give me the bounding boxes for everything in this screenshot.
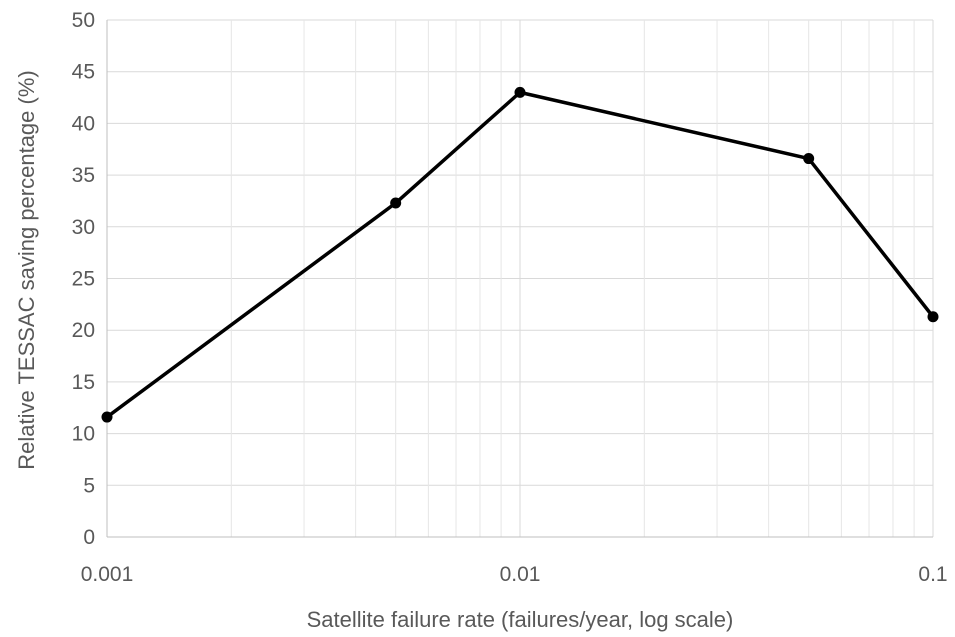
- x-axis-title: Satellite failure rate (failures/year, l…: [307, 607, 734, 632]
- y-tick-label: 45: [72, 61, 95, 84]
- y-tick-label: 40: [72, 112, 95, 135]
- y-axis-tick-labels: 0 5 10 15 20 25 30 35 40 45 50: [72, 9, 95, 549]
- data-point: [514, 86, 526, 98]
- x-tick-label: 0.01: [500, 563, 541, 586]
- y-tick-label: 35: [72, 164, 95, 187]
- axes: [106, 20, 933, 538]
- x-tick-label: 0.1: [918, 563, 947, 586]
- gridlines: [106, 19, 934, 537]
- y-tick-label: 10: [72, 423, 95, 446]
- data-point: [803, 153, 815, 165]
- y-tick-label: 30: [72, 216, 95, 239]
- y-tick-label: 50: [72, 9, 95, 32]
- y-tick-label: 25: [72, 268, 95, 291]
- y-tick-label: 5: [83, 474, 95, 497]
- y-tick-label: 15: [72, 371, 95, 394]
- y-tick-label: 0: [83, 526, 95, 549]
- data-point: [101, 411, 113, 423]
- series: [101, 86, 939, 423]
- x-axis-tick-labels: 0.001 0.01 0.1: [81, 563, 948, 586]
- data-point: [390, 197, 402, 209]
- data-point: [927, 311, 939, 323]
- y-axis-title: Relative TESSAC saving percentage (%): [14, 70, 39, 469]
- y-tick-label: 20: [72, 319, 95, 342]
- x-tick-label: 0.001: [81, 563, 134, 586]
